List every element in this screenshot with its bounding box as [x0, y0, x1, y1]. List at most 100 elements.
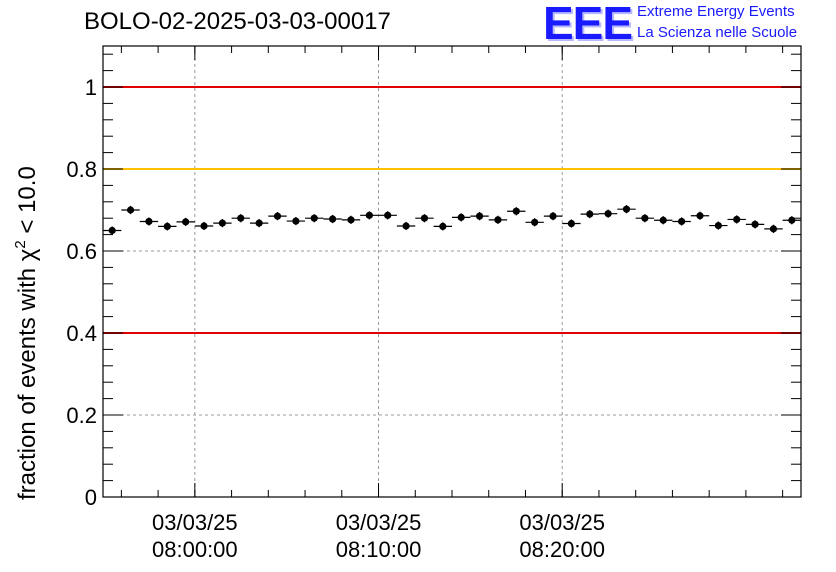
data-point: [727, 215, 746, 224]
point-marker: [622, 205, 631, 213]
data-point: [562, 219, 581, 228]
point-marker: [273, 212, 282, 220]
point-marker: [769, 225, 778, 233]
point-marker: [365, 211, 373, 219]
data-point: [139, 217, 159, 226]
point-marker: [182, 218, 190, 226]
x-tick-label-time: 08:20:00: [519, 537, 605, 562]
point-marker: [329, 215, 337, 223]
y-tick-label: 0.6: [66, 239, 97, 264]
point-marker: [402, 222, 410, 230]
data-point: [617, 205, 636, 214]
point-marker: [237, 214, 245, 222]
data-point: [121, 205, 140, 215]
x-tick-label-date: 03/03/25: [152, 510, 238, 535]
data-point: [452, 213, 471, 222]
data-point: [488, 215, 508, 224]
point-marker: [292, 217, 300, 225]
point-marker: [200, 222, 208, 230]
point-marker: [126, 206, 135, 214]
y-tick-label: 0.4: [66, 321, 97, 346]
data-point: [654, 216, 673, 225]
point-marker: [255, 219, 263, 227]
data-point: [433, 222, 452, 231]
data-point: [268, 212, 287, 221]
data-point: [709, 221, 728, 230]
data-point: [470, 212, 489, 221]
point-marker: [310, 214, 318, 222]
y-axis-label: fraction of events with χ2 < 10.0: [12, 166, 41, 500]
point-marker: [384, 211, 392, 219]
grid: [103, 46, 801, 498]
data-point: [158, 222, 177, 231]
data-point: [213, 219, 232, 228]
x-tick-label-time: 08:10:00: [336, 537, 422, 562]
y-axis: 0 0.2 0.4 0.6 0.8 1: [66, 53, 801, 510]
data-point: [249, 219, 269, 228]
y-tick-label: 1: [85, 75, 97, 100]
point-marker: [439, 222, 447, 230]
data-point: [525, 218, 544, 227]
data-points: [103, 205, 801, 235]
point-marker: [678, 217, 686, 226]
point-marker: [531, 218, 539, 226]
data-point: [690, 211, 710, 220]
point-marker: [163, 222, 171, 230]
data-point: [580, 210, 599, 219]
data-point: [598, 209, 618, 218]
point-marker: [586, 210, 594, 218]
data-point: [103, 226, 122, 235]
x-tick-label-date: 03/03/25: [519, 510, 605, 535]
data-point: [764, 224, 783, 233]
point-marker: [347, 216, 355, 224]
point-marker: [494, 216, 502, 224]
x-tick-label-date: 03/03/25: [336, 510, 422, 535]
point-marker: [475, 212, 484, 220]
point-marker: [696, 212, 704, 220]
point-marker: [641, 214, 649, 222]
chart-title: BOLO-02-2025-03-03-00017: [84, 8, 391, 35]
eee-logo-line2: La Scienza nelle Scuole: [637, 24, 798, 41]
eee-logo-line1: Extreme Energy Events: [637, 3, 795, 20]
data-point: [323, 214, 342, 224]
point-marker: [567, 219, 575, 228]
y-tick-label: 0: [85, 485, 97, 510]
data-point: [672, 217, 691, 226]
data-point: [360, 211, 379, 220]
data-point: [543, 212, 563, 221]
y-axis-label-prefix: fraction of events with: [14, 261, 41, 500]
point-marker: [549, 212, 557, 220]
x-tick-label-time: 08:00:00: [152, 537, 238, 562]
data-point: [378, 211, 397, 220]
point-marker: [218, 219, 226, 227]
point-marker: [714, 221, 722, 230]
data-point: [341, 215, 361, 224]
x-axis: 03/03/2508:00:0003/03/2508:10:0003/03/25…: [120, 46, 784, 562]
data-point: [194, 221, 214, 231]
y-axis-label-suffix: < 10.0: [14, 166, 41, 240]
data-point: [415, 214, 434, 223]
point-marker: [604, 210, 612, 218]
point-marker: [733, 215, 741, 224]
plot-frame: [102, 45, 802, 498]
eee-logo-mark: EEE: [543, 0, 633, 49]
point-marker: [751, 220, 759, 228]
data-point: [507, 207, 526, 216]
data-point: [305, 214, 324, 223]
point-marker: [420, 214, 429, 222]
data-point: [745, 220, 765, 229]
reference-lines: [103, 86, 801, 334]
point-marker: [457, 213, 465, 221]
y-tick-label: 0.2: [66, 403, 97, 428]
y-axis-label-symbol: χ: [14, 248, 41, 261]
y-axis-label-superscript: 2: [12, 240, 29, 248]
point-marker: [512, 207, 520, 215]
data-point: [176, 217, 195, 226]
data-point: [396, 221, 416, 231]
data-point: [635, 214, 655, 223]
point-marker: [108, 226, 116, 235]
data-point: [231, 214, 250, 223]
point-marker: [145, 217, 153, 226]
data-point: [286, 216, 306, 226]
